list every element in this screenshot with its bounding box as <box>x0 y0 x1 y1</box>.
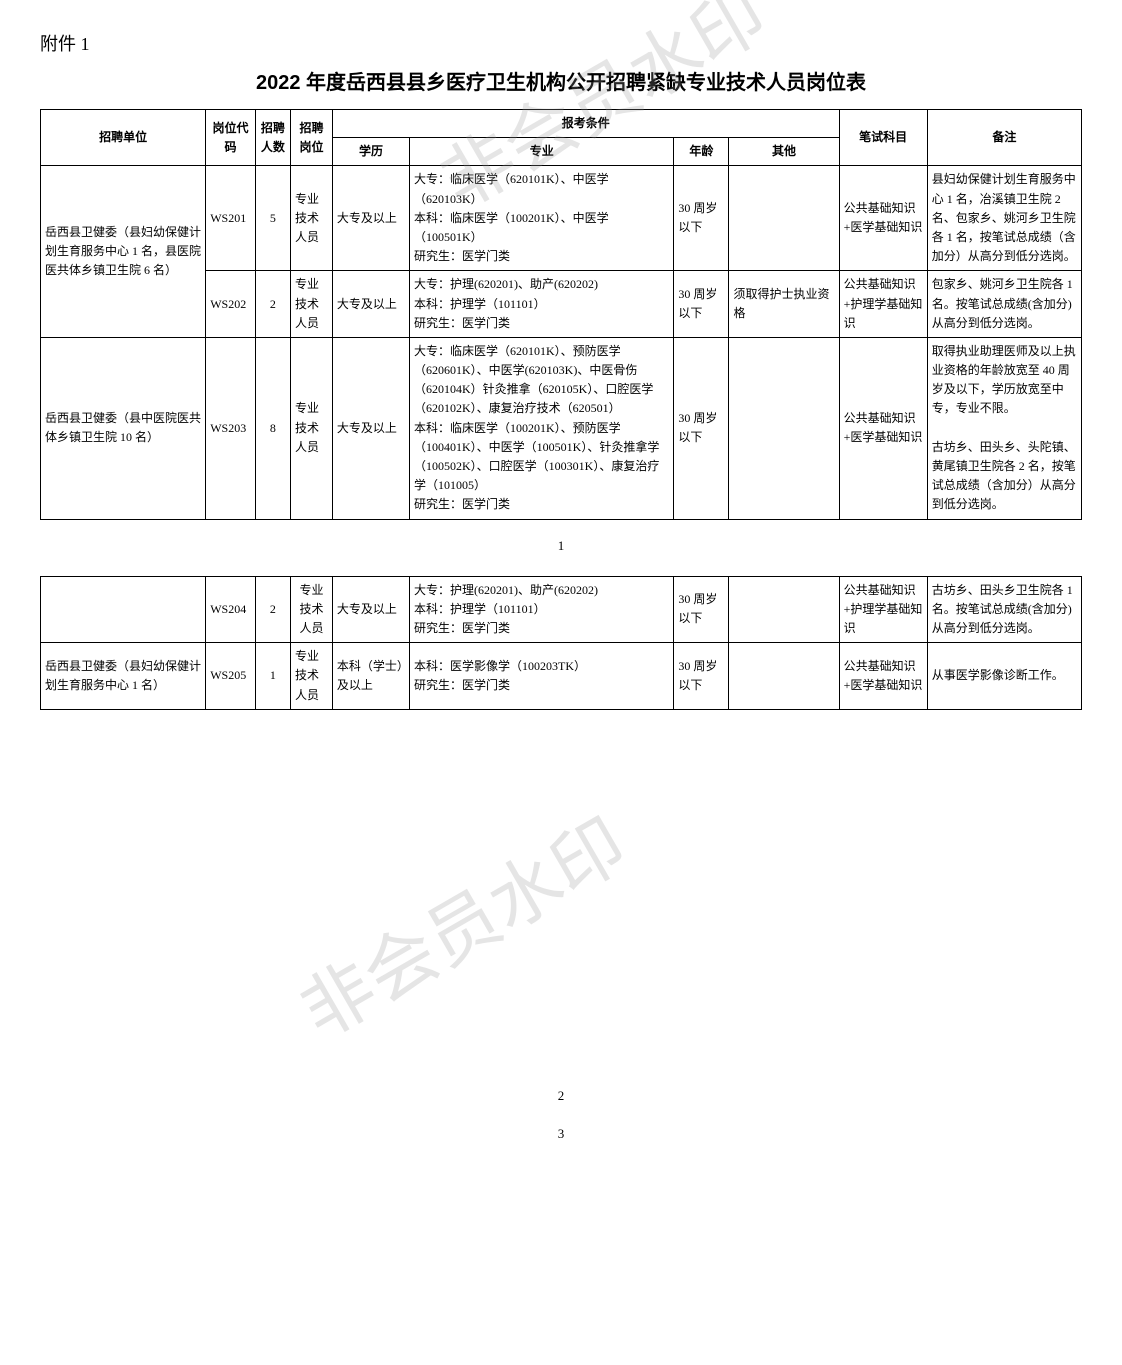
cell-position: 专业技术人员 <box>291 643 333 710</box>
cell-code: WS202 <box>206 271 256 338</box>
cell-remark: 从事医学影像诊断工作。 <box>927 643 1081 710</box>
cell-edu: 大专及以上 <box>332 271 409 338</box>
cell-age: 30 周岁以下 <box>674 337 729 519</box>
cell-remark: 县妇幼保健计划生育服务中心 1 名，冶溪镇卫生院 2 名、包家乡、姚河乡卫生院各… <box>927 166 1081 271</box>
page-number-1: 1 <box>40 538 1082 554</box>
cell-remark: 古坊乡、田头乡卫生院各 1 名。按笔试总成绩(含加分)从高分到低分选岗。 <box>927 576 1081 643</box>
cell-remark: 取得执业助理医师及以上执业资格的年龄放宽至 40 周岁及以下，学历放宽至中专，专… <box>927 337 1081 519</box>
cell-age: 30 周岁以下 <box>674 576 729 643</box>
cell-count: 5 <box>255 166 290 271</box>
th-position: 招聘岗位 <box>291 110 333 166</box>
document-title: 2022 年度岳西县县乡医疗卫生机构公开招聘紧缺专业技术人员岗位表 <box>40 66 1082 95</box>
cell-major: 大专：临床医学（620101K）、预防医学（620601K）、中医学(62010… <box>410 337 674 519</box>
cell-other <box>729 166 839 271</box>
th-unit: 招聘单位 <box>41 110 206 166</box>
cell-edu: 本科（学士）及以上 <box>332 643 409 710</box>
cell-other <box>729 643 839 710</box>
page-number-3: 3 <box>40 1126 1082 1142</box>
cell-count: 2 <box>255 576 290 643</box>
th-edu: 学历 <box>332 138 409 166</box>
cell-count: 2 <box>255 271 290 338</box>
cell-position: 专业技术人员 <box>291 337 333 519</box>
cell-position: 专业技术人员 <box>291 166 333 271</box>
cell-edu: 大专及以上 <box>332 166 409 271</box>
jobs-table-1: 招聘单位 岗位代码 招聘人数 招聘岗位 报考条件 笔试科目 备注 学历 专业 年… <box>40 109 1082 520</box>
th-conditions: 报考条件 <box>332 110 839 138</box>
cell-age: 30 周岁以下 <box>674 271 729 338</box>
cell-count: 1 <box>255 643 290 710</box>
jobs-table-2: WS204 2 专业技术人员 大专及以上 大专：护理(620201)、助产(62… <box>40 576 1082 710</box>
th-count: 招聘人数 <box>255 110 290 166</box>
table-row: 岳西县卫健委（县妇幼保健计划生育服务中心 1 名，县医院医共体乡镇卫生院 6 名… <box>41 166 1082 271</box>
cell-major: 大专：护理(620201)、助产(620202) 本科：护理学（101101） … <box>410 576 674 643</box>
header-row-1: 招聘单位 岗位代码 招聘人数 招聘岗位 报考条件 笔试科目 备注 <box>41 110 1082 138</box>
cell-major: 大专：临床医学（620101K）、中医学（620103K） 本科：临床医学（10… <box>410 166 674 271</box>
cell-exam: 公共基础知识+医学基础知识 <box>839 643 927 710</box>
th-code: 岗位代码 <box>206 110 256 166</box>
cell-age: 30 周岁以下 <box>674 166 729 271</box>
cell-unit: 岳西县卫健委（县妇幼保健计划生育服务中心 1 名） <box>41 643 206 710</box>
cell-position: 专业技术人员 <box>291 576 333 643</box>
cell-other <box>729 337 839 519</box>
page-number-2: 2 <box>40 1088 1082 1104</box>
cell-other <box>729 576 839 643</box>
cell-exam: 公共基础知识+医学基础知识 <box>839 166 927 271</box>
cell-remark: 包家乡、姚河乡卫生院各 1 名。按笔试总成绩(含加分)从高分到低分选岗。 <box>927 271 1081 338</box>
cell-edu: 大专及以上 <box>332 576 409 643</box>
cell-code: WS204 <box>206 576 256 643</box>
cell-unit <box>41 576 206 643</box>
cell-unit: 岳西县卫健委（县妇幼保健计划生育服务中心 1 名，县医院医共体乡镇卫生院 6 名… <box>41 166 206 338</box>
th-exam: 笔试科目 <box>839 110 927 166</box>
table-row: WS204 2 专业技术人员 大专及以上 大专：护理(620201)、助产(62… <box>41 576 1082 643</box>
th-major: 专业 <box>410 138 674 166</box>
th-age: 年龄 <box>674 138 729 166</box>
cell-unit: 岳西县卫健委（县中医院医共体乡镇卫生院 10 名） <box>41 337 206 519</box>
th-other: 其他 <box>729 138 839 166</box>
cell-code: WS203 <box>206 337 256 519</box>
cell-exam: 公共基础知识+医学基础知识 <box>839 337 927 519</box>
cell-exam: 公共基础知识+护理学基础知识 <box>839 576 927 643</box>
attachment-label: 附件 1 <box>40 30 1082 56</box>
cell-edu: 大专及以上 <box>332 337 409 519</box>
cell-count: 8 <box>255 337 290 519</box>
cell-code: WS205 <box>206 643 256 710</box>
cell-major: 本科：医学影像学（100203TK） 研究生：医学门类 <box>410 643 674 710</box>
cell-major: 大专：护理(620201)、助产(620202) 本科：护理学（101101） … <box>410 271 674 338</box>
cell-code: WS201 <box>206 166 256 271</box>
cell-age: 30 周岁以下 <box>674 643 729 710</box>
table-row: 岳西县卫健委（县中医院医共体乡镇卫生院 10 名） WS203 8 专业技术人员… <box>41 337 1082 519</box>
cell-position: 专业技术人员 <box>291 271 333 338</box>
table-row: 岳西县卫健委（县妇幼保健计划生育服务中心 1 名） WS205 1 专业技术人员… <box>41 643 1082 710</box>
cell-other: 须取得护士执业资格 <box>729 271 839 338</box>
th-remark: 备注 <box>927 110 1081 166</box>
cell-exam: 公共基础知识+护理学基础知识 <box>839 271 927 338</box>
